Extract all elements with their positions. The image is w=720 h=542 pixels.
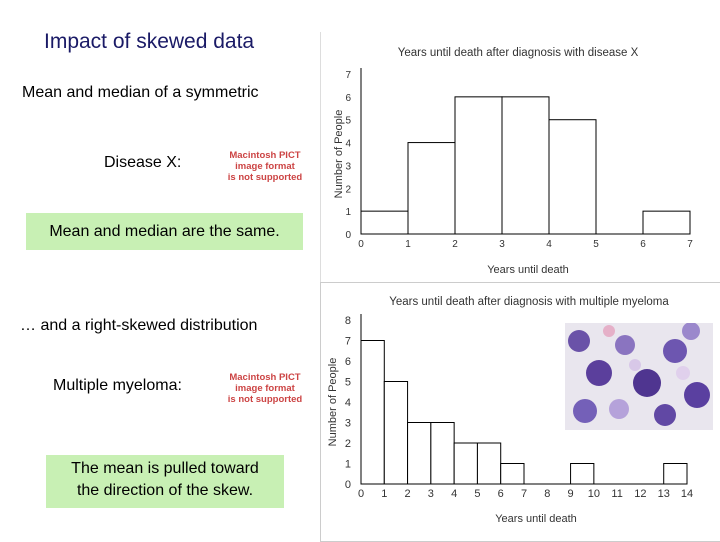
histogram-bar	[500, 463, 525, 485]
x-tick-label: 2	[452, 239, 458, 250]
y-tick-label: 0	[345, 230, 351, 241]
y-tick-label: 8	[345, 315, 351, 327]
x-tick-label: 4	[546, 239, 552, 250]
skewed-heading: … and a right-skewed distribution	[20, 317, 258, 334]
histogram-bar	[476, 442, 502, 485]
cells-image-icon	[568, 323, 710, 426]
x-tick-label: 3	[499, 239, 505, 250]
x-tick-label: 0	[358, 239, 364, 250]
y-tick-label: 3	[345, 418, 351, 430]
symmetric-heading: Mean and median of a symmetric	[22, 84, 259, 101]
slide-title: Impact of skewed data	[44, 30, 255, 53]
histogram-bar	[548, 119, 597, 235]
y-tick-label: 0	[345, 479, 351, 491]
x-tick-label: 11	[611, 488, 622, 500]
x-tick-label: 2	[405, 488, 411, 500]
y-tick-label: 1	[345, 207, 351, 218]
pict-placeholder-2: Macintosh PICT image format is not suppo…	[222, 372, 308, 405]
x-tick-label: 3	[428, 488, 434, 500]
y-tick-label: 6	[345, 356, 351, 368]
myeloma-histogram: Years until death after diagnosis with m…	[327, 296, 693, 525]
y-tick-label: 2	[345, 438, 351, 450]
x-tick-label: 7	[687, 239, 693, 250]
y-tick-label: 2	[345, 184, 351, 195]
myeloma-label: Multiple myeloma:	[53, 377, 182, 394]
skew-callout-line: the direction of the skew.	[76, 482, 254, 499]
pict-line: is not supported	[227, 394, 303, 405]
x-tick-label: 7	[521, 488, 527, 500]
x-tick-label: 10	[588, 488, 600, 500]
histogram-bar	[360, 340, 385, 485]
x-tick-label: 13	[658, 488, 670, 500]
x-tick-label: 4	[451, 488, 457, 500]
chart-title: Years until death after diagnosis with d…	[398, 47, 639, 59]
pict-line: Macintosh PICT	[229, 372, 301, 383]
x-tick-label: 1	[405, 239, 411, 250]
x-tick-label: 12	[634, 488, 646, 500]
histogram-bar	[642, 210, 691, 235]
x-tick-label: 8	[544, 488, 550, 500]
x-axis-label: Years until death	[495, 513, 577, 525]
x-tick-label: 14	[681, 488, 693, 500]
x-axis-label: Years until death	[487, 264, 569, 276]
disease-x-label: Disease X:	[104, 154, 182, 171]
myeloma-cells-photo	[565, 323, 713, 430]
histogram-bar	[360, 210, 409, 235]
x-tick-label: 0	[358, 488, 364, 500]
pict-line: Macintosh PICT	[229, 150, 301, 161]
x-tick-label: 1	[381, 488, 387, 500]
y-tick-label: 4	[345, 397, 351, 409]
same-callout: Mean and median are the same.	[26, 213, 303, 250]
x-tick-label: 6	[498, 488, 504, 500]
y-tick-label: 3	[345, 161, 351, 172]
y-axis-label: Number of People	[333, 110, 345, 199]
pict-line: image format	[235, 161, 295, 172]
histogram-bar	[570, 463, 595, 485]
x-tick-label: 5	[474, 488, 480, 500]
y-tick-label: 7	[345, 336, 351, 348]
histogram-bar	[453, 442, 478, 485]
histogram-bar	[430, 422, 455, 485]
y-tick-label: 7	[345, 70, 351, 81]
x-tick-label: 6	[640, 239, 646, 250]
skew-callout: The mean is pulled toward the direction …	[46, 455, 284, 508]
y-tick-label: 6	[345, 93, 351, 104]
histogram-bar	[383, 381, 409, 485]
histogram-bar	[407, 142, 456, 235]
y-tick-label: 5	[345, 377, 351, 389]
x-tick-label: 9	[568, 488, 574, 500]
skew-callout-line: The mean is pulled toward	[71, 460, 259, 477]
pict-line: is not supported	[227, 172, 303, 183]
histogram-bar	[454, 96, 503, 235]
histogram-bar	[407, 422, 432, 485]
histogram-bar	[501, 96, 550, 235]
y-axis-label: Number of People	[327, 358, 339, 447]
y-tick-label: 5	[345, 116, 351, 127]
chart-title: Years until death after diagnosis with m…	[389, 296, 669, 308]
histogram-bar	[663, 463, 688, 485]
y-tick-label: 4	[345, 139, 351, 150]
pict-line: image format	[235, 383, 295, 394]
pict-placeholder-1: Macintosh PICT image format is not suppo…	[222, 150, 308, 183]
x-tick-label: 5	[593, 239, 599, 250]
disease-x-histogram: Years until death after diagnosis with d…	[333, 47, 693, 276]
y-tick-label: 1	[345, 459, 351, 471]
